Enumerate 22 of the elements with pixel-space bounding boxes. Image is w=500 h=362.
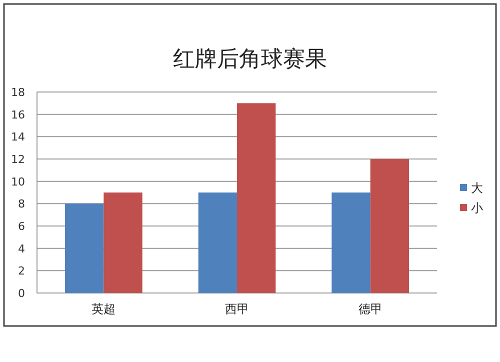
y-tick-label: 0 (18, 287, 25, 300)
legend-label: 大 (471, 181, 483, 195)
y-tick-label: 2 (18, 264, 25, 278)
bar (370, 159, 409, 293)
x-tick-label: 英超 (92, 302, 116, 316)
y-tick-label: 16 (11, 108, 25, 122)
y-tick-label: 10 (11, 175, 25, 188)
y-tick-label: 12 (11, 153, 25, 166)
bar (237, 103, 276, 293)
title: 红牌后角球赛果 (173, 46, 327, 71)
legend-label: 小 (471, 201, 483, 215)
y-tick-label: 18 (11, 86, 25, 99)
y-tick-label: 4 (18, 242, 25, 256)
bar (198, 192, 237, 293)
bar (65, 204, 104, 293)
y-tick-label: 6 (18, 220, 25, 233)
bar (332, 192, 370, 293)
bar (104, 192, 142, 293)
x-tick-label: 西甲 (225, 302, 249, 316)
y-tick-label: 8 (18, 198, 25, 211)
x-tick-label: 德甲 (358, 302, 382, 316)
y-tick-label: 14 (11, 130, 25, 144)
